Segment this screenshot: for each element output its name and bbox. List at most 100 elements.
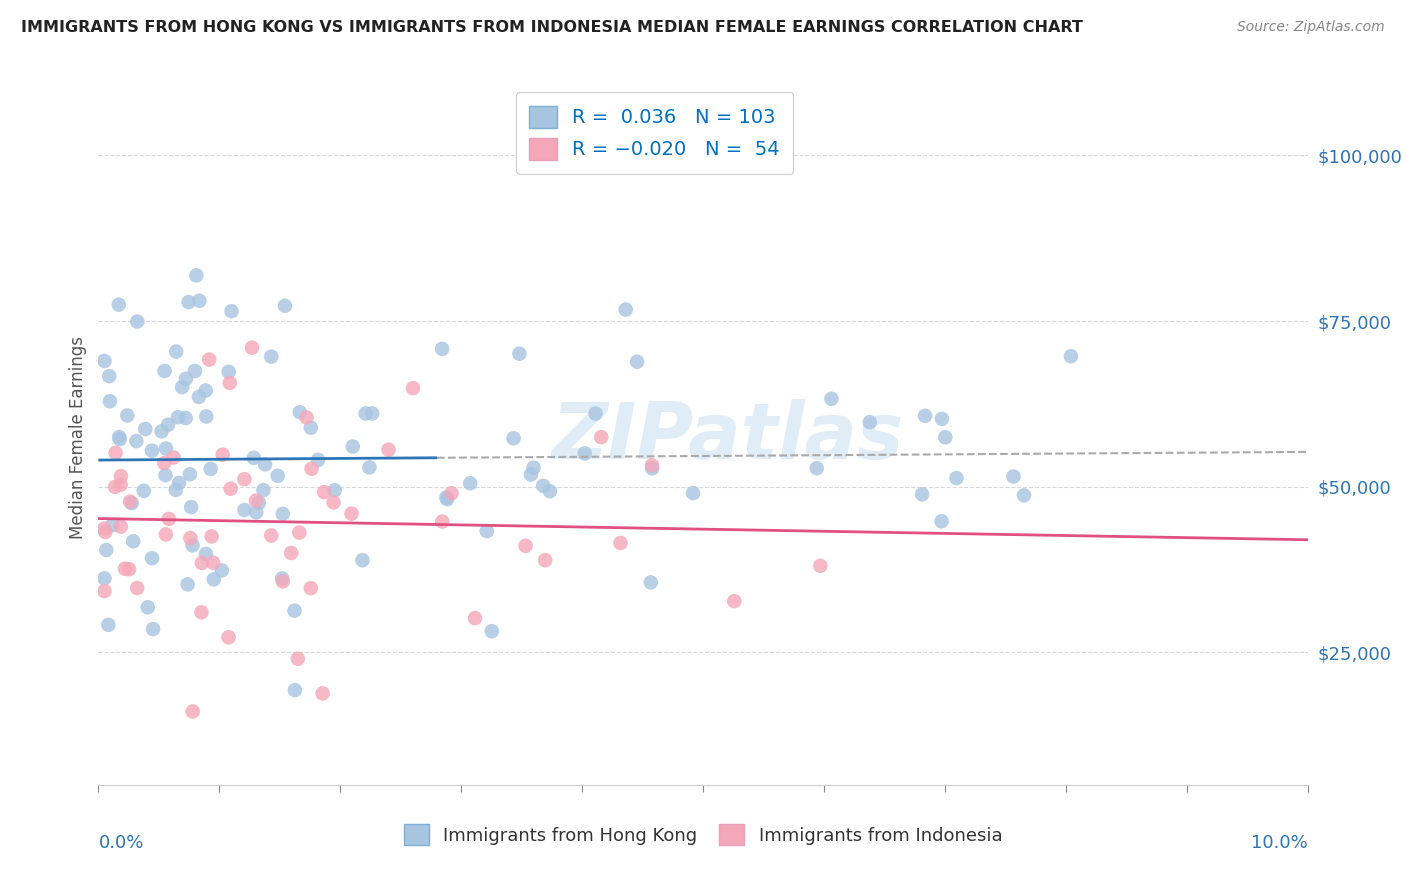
- Point: [172, 380, 194, 394]
- Point: [141, 551, 163, 566]
- Point: [914, 409, 936, 423]
- Point: [93, 571, 115, 585]
- Point: [481, 624, 503, 639]
- Point: [202, 573, 225, 587]
- Point: [104, 480, 127, 494]
- Point: [640, 575, 662, 590]
- Point: [200, 462, 222, 476]
- Point: [136, 600, 159, 615]
- Point: [288, 405, 311, 419]
- Point: [127, 581, 149, 595]
- Point: [165, 344, 187, 359]
- Point: [240, 341, 263, 355]
- Point: [191, 556, 214, 570]
- Point: [609, 536, 631, 550]
- Point: [155, 468, 177, 483]
- Point: [176, 577, 198, 591]
- Point: [218, 365, 240, 379]
- Point: [219, 482, 242, 496]
- Point: [520, 467, 543, 482]
- Point: [142, 622, 165, 636]
- Point: [626, 355, 648, 369]
- Point: [110, 519, 132, 533]
- Point: [93, 522, 115, 536]
- Text: Source: ZipAtlas.com: Source: ZipAtlas.com: [1237, 20, 1385, 34]
- Point: [188, 293, 211, 308]
- Point: [141, 443, 163, 458]
- Point: [464, 611, 486, 625]
- Point: [271, 507, 294, 521]
- Point: [522, 460, 544, 475]
- Text: ZIPatlas: ZIPatlas: [551, 399, 903, 475]
- Point: [177, 295, 200, 310]
- Point: [155, 527, 177, 541]
- Point: [155, 442, 177, 456]
- Point: [245, 505, 267, 519]
- Point: [458, 476, 481, 491]
- Point: [233, 472, 256, 486]
- Point: [260, 350, 283, 364]
- Point: [271, 574, 294, 589]
- Point: [359, 460, 381, 475]
- Point: [190, 605, 212, 619]
- Point: [120, 494, 142, 508]
- Point: [574, 446, 596, 460]
- Point: [534, 553, 557, 567]
- Point: [167, 410, 190, 425]
- Point: [247, 496, 270, 510]
- Point: [198, 352, 221, 367]
- Point: [110, 477, 132, 491]
- Point: [243, 450, 266, 465]
- Point: [153, 456, 176, 470]
- Point: [96, 543, 118, 558]
- Point: [108, 430, 131, 444]
- Point: [299, 420, 322, 434]
- Point: [122, 534, 145, 549]
- Point: [931, 411, 953, 425]
- Point: [108, 298, 131, 312]
- Point: [181, 705, 204, 719]
- Point: [114, 562, 136, 576]
- Point: [181, 538, 204, 552]
- Point: [641, 458, 664, 473]
- Point: [515, 539, 537, 553]
- Point: [283, 604, 305, 618]
- Point: [157, 512, 180, 526]
- Point: [323, 483, 346, 498]
- Y-axis label: Median Female Earnings: Median Female Earnings: [69, 335, 87, 539]
- Point: [342, 440, 364, 454]
- Point: [118, 562, 141, 576]
- Point: [808, 558, 831, 573]
- Point: [911, 487, 934, 501]
- Point: [233, 503, 256, 517]
- Point: [859, 415, 882, 429]
- Point: [186, 268, 208, 283]
- Point: [436, 491, 458, 505]
- Point: [202, 556, 225, 570]
- Point: [402, 381, 425, 395]
- Point: [179, 531, 201, 545]
- Text: IMMIGRANTS FROM HONG KONG VS IMMIGRANTS FROM INDONESIA MEDIAN FEMALE EARNINGS CO: IMMIGRANTS FROM HONG KONG VS IMMIGRANTS …: [21, 20, 1083, 35]
- Point: [218, 376, 240, 390]
- Legend: Immigrants from Hong Kong, Immigrants from Indonesia: Immigrants from Hong Kong, Immigrants fr…: [396, 817, 1010, 853]
- Point: [352, 553, 374, 567]
- Point: [430, 342, 453, 356]
- Point: [179, 467, 201, 482]
- Point: [295, 410, 318, 425]
- Point: [311, 686, 333, 700]
- Point: [591, 430, 613, 444]
- Point: [322, 495, 344, 509]
- Point: [93, 354, 115, 368]
- Point: [98, 394, 121, 409]
- Point: [538, 484, 561, 499]
- Point: [432, 515, 454, 529]
- Point: [314, 485, 336, 500]
- Point: [93, 584, 115, 599]
- Point: [245, 493, 267, 508]
- Point: [194, 384, 217, 398]
- Point: [806, 461, 828, 475]
- Point: [271, 571, 294, 585]
- Point: [97, 617, 120, 632]
- Point: [108, 432, 131, 446]
- Point: [125, 434, 148, 448]
